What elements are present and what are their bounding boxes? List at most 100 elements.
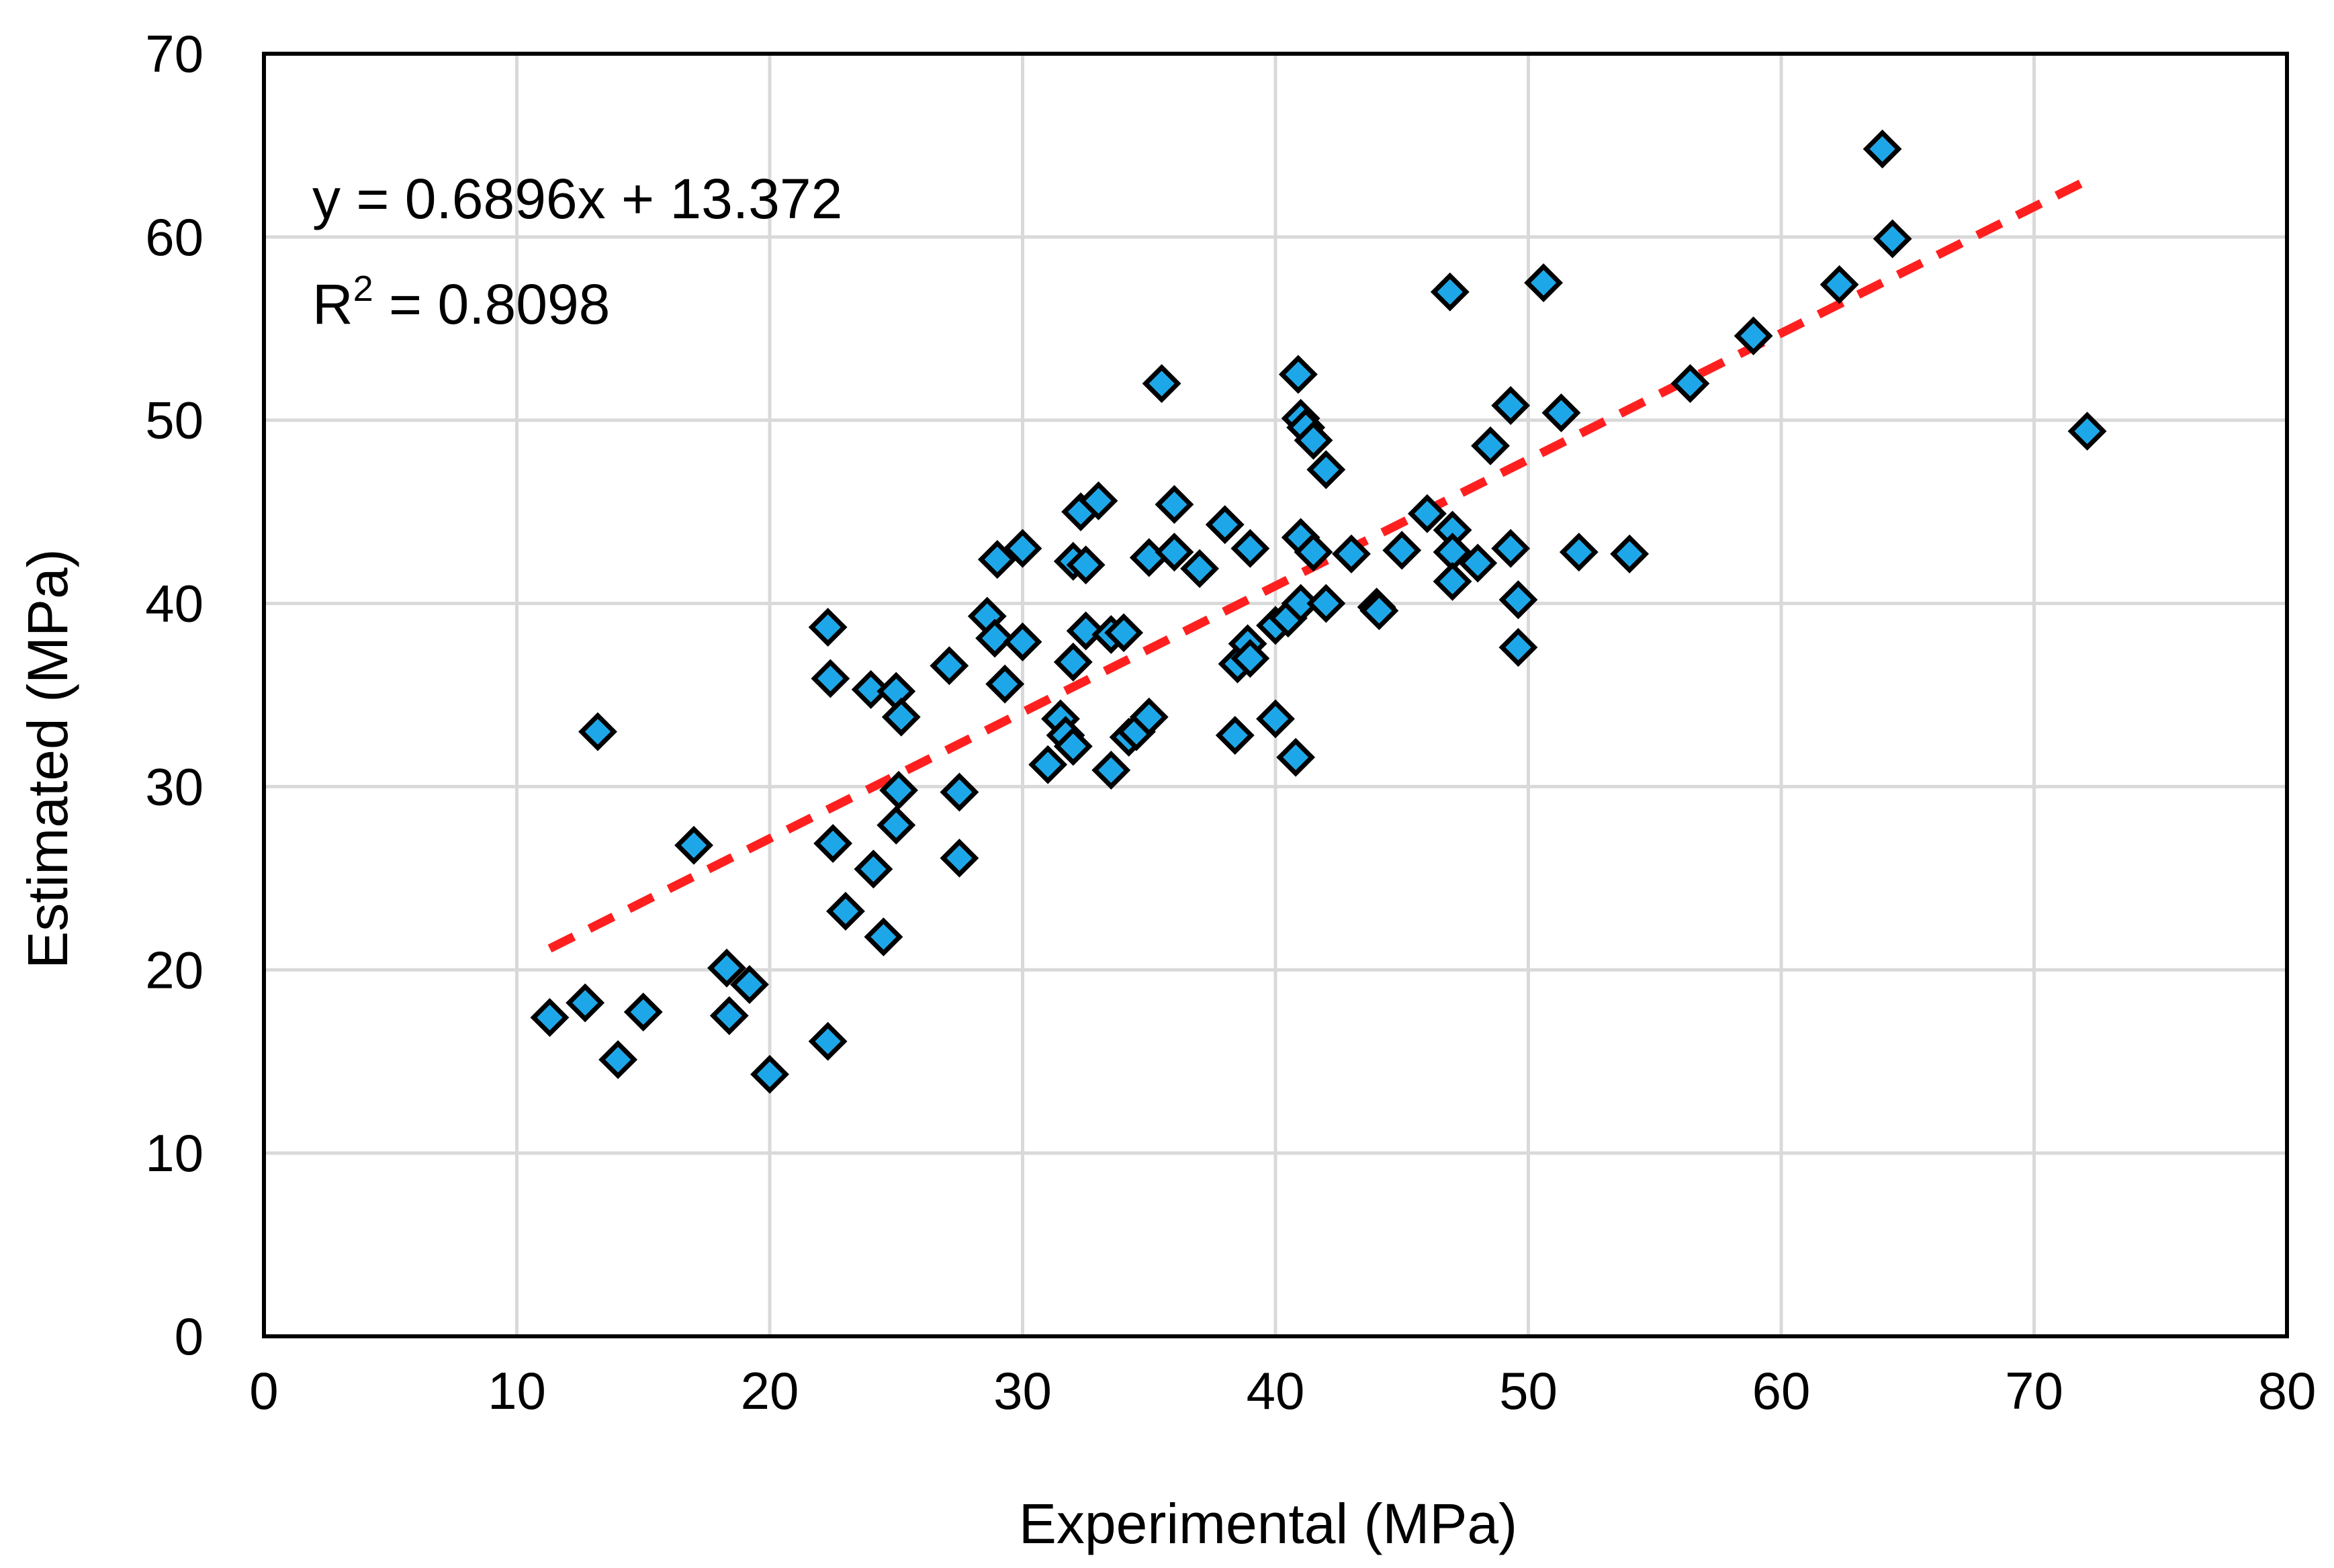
data-point xyxy=(1104,613,1144,653)
data-point xyxy=(1433,561,1472,601)
data-point xyxy=(566,983,605,1023)
y-tick-label: 40 xyxy=(145,574,204,633)
data-point xyxy=(1028,745,1068,784)
data-point xyxy=(930,646,969,686)
data-point xyxy=(1491,528,1531,568)
y-tick-label: 20 xyxy=(145,940,204,999)
data-point xyxy=(851,670,891,709)
r2-superscript: 2 xyxy=(353,269,373,309)
y-tick-label: 10 xyxy=(145,1123,204,1183)
data-point xyxy=(1306,450,1346,490)
data-point xyxy=(1541,393,1581,432)
data-point xyxy=(811,659,850,698)
x-tick-label: 40 xyxy=(1247,1361,1305,1420)
data-point xyxy=(864,917,903,957)
data-point xyxy=(1278,355,1318,394)
data-points xyxy=(530,129,2107,1094)
y-tick-label: 50 xyxy=(145,391,204,450)
x-tick-label: 70 xyxy=(2005,1361,2063,1420)
data-point xyxy=(578,712,617,751)
data-point xyxy=(1091,750,1131,790)
data-point xyxy=(1230,528,1270,568)
data-point xyxy=(1053,727,1093,766)
data-point xyxy=(1873,219,1912,259)
data-point xyxy=(808,608,848,647)
data-point xyxy=(808,1021,848,1061)
x-tick-label: 50 xyxy=(1499,1361,1558,1420)
data-point xyxy=(1129,697,1169,737)
data-point xyxy=(750,1054,789,1094)
r2-prefix: R xyxy=(312,273,353,336)
data-point xyxy=(879,770,918,810)
y-axis-title: Estimated (MPa) xyxy=(16,549,79,969)
data-point xyxy=(1053,642,1093,682)
data-point xyxy=(1003,622,1042,661)
data-point xyxy=(1559,533,1599,572)
data-point xyxy=(1498,580,1538,620)
x-tick-label: 0 xyxy=(249,1361,278,1420)
data-point xyxy=(1359,591,1399,631)
gridlines xyxy=(264,54,2287,1336)
y-tick-label: 70 xyxy=(145,24,204,83)
data-point xyxy=(1524,263,1564,303)
data-point xyxy=(1294,420,1333,460)
trendline-equation: y = 0.6896x + 13.372 xyxy=(312,167,842,230)
data-point xyxy=(975,618,1015,658)
data-point xyxy=(2067,412,2107,451)
data-point xyxy=(1079,481,1118,520)
data-point xyxy=(877,805,916,845)
x-tick-label: 20 xyxy=(741,1361,799,1420)
data-point xyxy=(1471,426,1510,465)
data-point xyxy=(1491,385,1531,425)
data-point xyxy=(1003,528,1042,568)
data-point xyxy=(1498,628,1538,667)
data-point xyxy=(985,664,1025,704)
x-tick-labels: 0 10 20 30 40 50 60 70 80 xyxy=(249,1361,2316,1420)
x-tick-label: 30 xyxy=(993,1361,1052,1420)
data-point xyxy=(940,772,979,812)
data-point xyxy=(1306,584,1346,623)
data-point xyxy=(940,838,979,878)
data-point xyxy=(854,849,893,889)
data-point xyxy=(1205,505,1245,545)
r2-value: = 0.8098 xyxy=(373,273,611,336)
data-point xyxy=(1862,129,1902,169)
data-point xyxy=(813,824,853,863)
data-point xyxy=(598,1040,638,1079)
data-point xyxy=(1281,584,1320,623)
x-tick-label: 60 xyxy=(1752,1361,1811,1420)
x-axis-title: Experimental (MPa) xyxy=(1019,1492,1517,1555)
data-point xyxy=(1430,272,1470,312)
data-point xyxy=(1230,639,1270,678)
x-tick-label: 10 xyxy=(488,1361,546,1420)
y-tick-label: 30 xyxy=(145,757,204,816)
data-point xyxy=(1256,699,1295,739)
data-point xyxy=(1066,545,1106,585)
data-point xyxy=(530,998,570,1037)
data-point xyxy=(1276,737,1316,777)
data-point xyxy=(707,948,746,988)
data-point xyxy=(709,996,749,1035)
data-point xyxy=(1215,716,1255,755)
data-point xyxy=(1610,534,1650,573)
data-point xyxy=(1066,611,1106,651)
data-point xyxy=(826,892,865,931)
data-point xyxy=(881,697,921,737)
data-point xyxy=(1458,543,1498,583)
data-point xyxy=(623,993,663,1031)
data-point xyxy=(1670,364,1710,404)
data-point xyxy=(1382,531,1422,570)
data-point xyxy=(729,965,769,1005)
data-point xyxy=(977,540,1017,580)
data-point xyxy=(674,825,713,865)
data-point xyxy=(1407,494,1447,533)
data-point xyxy=(1332,534,1371,573)
y-tick-labels: 0 10 20 30 40 50 60 70 xyxy=(145,24,204,1366)
data-point xyxy=(1142,364,1181,404)
data-point xyxy=(1155,533,1194,572)
y-tick-label: 60 xyxy=(145,207,204,267)
x-tick-label: 80 xyxy=(2258,1361,2317,1420)
plot-frame xyxy=(262,52,2289,1338)
